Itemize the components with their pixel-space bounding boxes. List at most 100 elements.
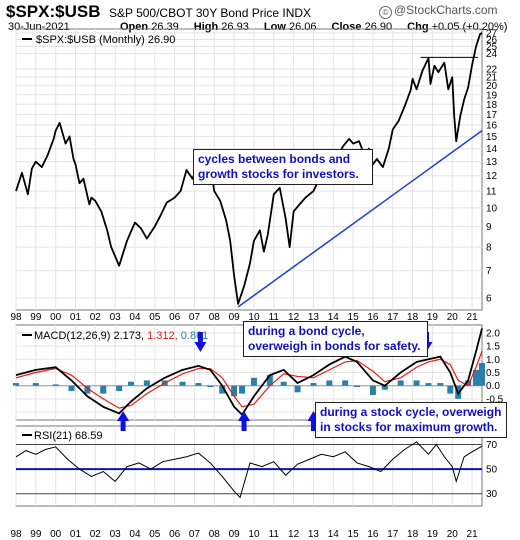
x-tick-label-bottom: 18	[407, 529, 419, 540]
macd-histogram-bar	[465, 380, 472, 386]
x-tick-label-top: 06	[169, 312, 181, 323]
x-tick-label-top: 98	[10, 312, 22, 323]
macd-y-tick-label: 1.0	[486, 355, 500, 366]
x-tick-label-top: 14	[328, 312, 340, 323]
price-y-tick-label: 13	[486, 157, 498, 168]
macd-histogram-bar	[52, 384, 59, 386]
macd-y-tick-label: 1.5	[486, 342, 500, 353]
x-tick-label-bottom: 06	[169, 529, 181, 540]
macd-y-tick-label: 0.0	[486, 381, 500, 392]
close-label: Close	[331, 21, 362, 33]
macd-histogram-bar	[369, 385, 376, 395]
x-tick-label-bottom: 13	[308, 529, 320, 540]
price-y-tick-label: 11	[486, 187, 497, 198]
high-value: 26.93	[221, 21, 249, 33]
rsi-y-tick-label: 70	[486, 440, 498, 451]
x-tick-label-top: 13	[308, 312, 320, 323]
x-tick-label-top: 05	[149, 312, 161, 323]
price-y-tick-label: 10	[486, 203, 498, 214]
price-y-tick-label: 21	[486, 73, 498, 84]
macd-histogram-bar	[128, 381, 135, 386]
x-tick-label-top: 15	[348, 312, 360, 323]
x-tick-label-top: 03	[110, 312, 122, 323]
macd-y-tick-label: -0.5	[486, 394, 504, 405]
x-tick-label-top: 18	[407, 312, 419, 323]
x-tick-label-top: 17	[387, 312, 399, 323]
macd-histogram-bar	[231, 385, 238, 397]
macd-histogram-bar	[68, 385, 75, 391]
x-tick-label-bottom: 19	[427, 529, 439, 540]
x-tick-label-bottom: 17	[387, 529, 399, 540]
x-tick-label-bottom: 98	[10, 529, 22, 540]
macd-histogram-bar	[280, 381, 287, 386]
macd-buy-arrow-up	[238, 411, 251, 431]
macd-histogram-bar	[294, 385, 301, 393]
price-y-tick-label: 12	[486, 171, 498, 182]
x-tick-label-top: 07	[189, 312, 201, 323]
macd-histogram-bar	[13, 383, 19, 386]
x-tick-label-bottom: 01	[70, 529, 82, 540]
x-tick-label-bottom: 00	[50, 529, 62, 540]
macd-y-tick-label: 2.0	[486, 328, 500, 339]
macd-signal-line	[15, 350, 483, 409]
macd-histogram-bar	[84, 385, 91, 394]
price-y-tick-label: 14	[486, 144, 498, 155]
price-y-tick-label: 25	[486, 42, 498, 53]
rsi-y-tick-label: 30	[486, 489, 498, 500]
price-y-tick-label: 17	[486, 110, 498, 121]
x-tick-label-bottom: 04	[129, 529, 141, 540]
macd-histogram-bar	[266, 375, 273, 386]
price-series-line	[15, 32, 483, 305]
macd-histogram-bar	[437, 383, 444, 386]
chg-value: +0.05 (+0.20%)	[431, 21, 508, 33]
annotation-stock-cycle: during a stock cycle, overweigh in stock…	[315, 402, 507, 438]
x-tick-label-bottom: 09	[229, 529, 241, 540]
annotation-bond-cycle: during a bond cycle, overweigh in bonds …	[243, 321, 428, 357]
symbol-description: S&P 500/CBOT 30Y Bond Price INDX	[108, 6, 312, 20]
macd-histogram-bar	[143, 380, 150, 386]
price-y-tick-label: 27	[486, 28, 498, 39]
low-value: 26.06	[288, 21, 317, 33]
macd-histogram-bar	[219, 385, 226, 394]
quote-date: 30-Jun-2021	[8, 21, 70, 33]
macd-histogram-bar	[473, 369, 480, 386]
macd-histogram-bar	[100, 385, 107, 394]
macd-histogram-bar	[116, 385, 123, 391]
price-legend-label: $SPX:$USB (Monthly) 26.90	[36, 34, 175, 46]
macd-histogram-bar	[413, 380, 420, 386]
price-y-tick-label: 18	[486, 100, 498, 111]
macd-histogram-bar	[207, 385, 214, 388]
support-trendline	[237, 130, 483, 308]
x-tick-label-top: 21	[467, 312, 479, 323]
macd-histogram-bar	[447, 385, 454, 394]
open-label: Open	[120, 21, 149, 33]
symbol: $SPX:$USB	[6, 2, 101, 21]
rsi-legend-label: RSI(21) 68.59	[34, 430, 102, 442]
x-tick-label-top: 08	[209, 312, 221, 323]
annotation-cycles: cycles between bonds and growth stocks f…	[193, 149, 373, 185]
macd-line	[15, 328, 483, 417]
macd-histogram-bar	[32, 383, 39, 386]
x-tick-label-bottom: 21	[467, 529, 479, 540]
price-y-tick-label: 26	[486, 35, 498, 46]
ohlc-summary: Open 26.39 High 26.93 Low 26.06 Close 26…	[120, 21, 519, 33]
low-label: Low	[263, 21, 286, 33]
x-tick-label-bottom: 20	[447, 529, 459, 540]
macd-histogram-bar	[425, 383, 432, 386]
x-tick-label-top: 16	[367, 312, 379, 323]
x-tick-label-bottom: 11	[269, 529, 280, 540]
open-value: 26.39	[151, 21, 179, 33]
price-y-tick-label: 8	[486, 243, 492, 254]
x-tick-label-bottom: 99	[30, 529, 42, 540]
rsi-y-tick-label: 50	[486, 465, 498, 476]
macd-histogram-bar	[195, 383, 202, 386]
x-tick-label-top: 09	[229, 312, 241, 323]
price-y-tick-label: 9	[486, 222, 492, 233]
x-tick-label-top: 00	[50, 312, 62, 323]
x-tick-label-bottom: 08	[209, 529, 221, 540]
macd-buy-arrow-up	[117, 411, 130, 431]
price-y-tick-label: 22	[486, 64, 498, 75]
macd-histogram-bar	[354, 385, 361, 388]
x-tick-label-bottom: 03	[110, 529, 122, 540]
macd-histogram-bar	[397, 380, 404, 386]
